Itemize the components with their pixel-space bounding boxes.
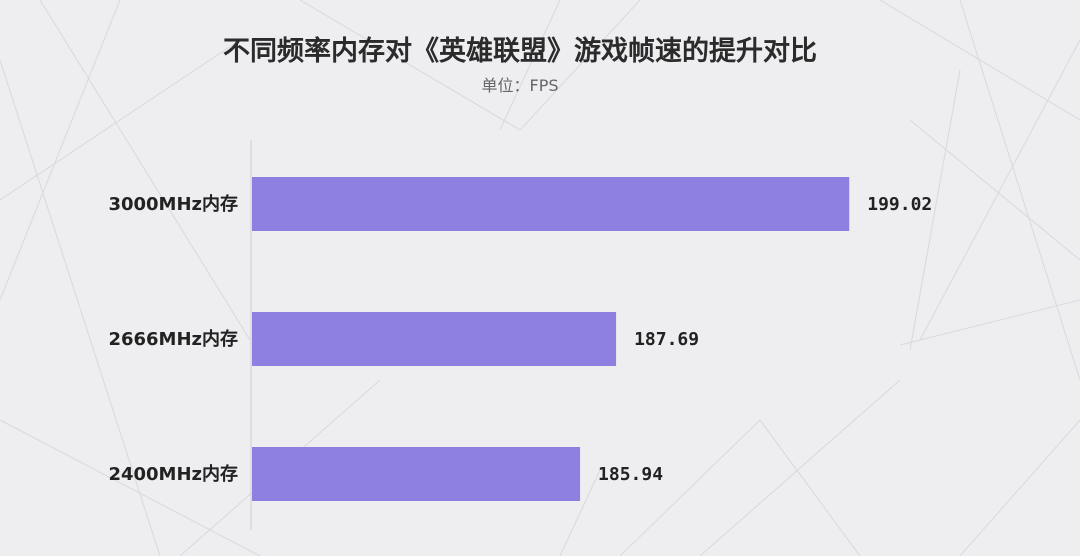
value-label-1: 187.69	[634, 329, 699, 350]
value-labels: 199.02 187.69 185.94	[598, 194, 932, 485]
chart-title: 不同频率内存对《英雄联盟》游戏帧速的提升对比	[223, 35, 817, 67]
category-label-1: 2666MHz内存	[108, 328, 238, 350]
bar-2	[252, 447, 581, 501]
chart-subtitle: 单位：FPS	[481, 76, 558, 95]
bar-0	[252, 177, 850, 231]
category-labels: 3000MHz内存 2666MHz内存 2400MHz内存	[108, 193, 238, 485]
bars	[252, 177, 850, 501]
category-label-2: 2400MHz内存	[108, 463, 238, 485]
bar-1	[252, 312, 617, 366]
category-label-0: 3000MHz内存	[108, 193, 238, 215]
value-label-2: 185.94	[598, 464, 663, 485]
value-label-0: 199.02	[867, 194, 932, 215]
